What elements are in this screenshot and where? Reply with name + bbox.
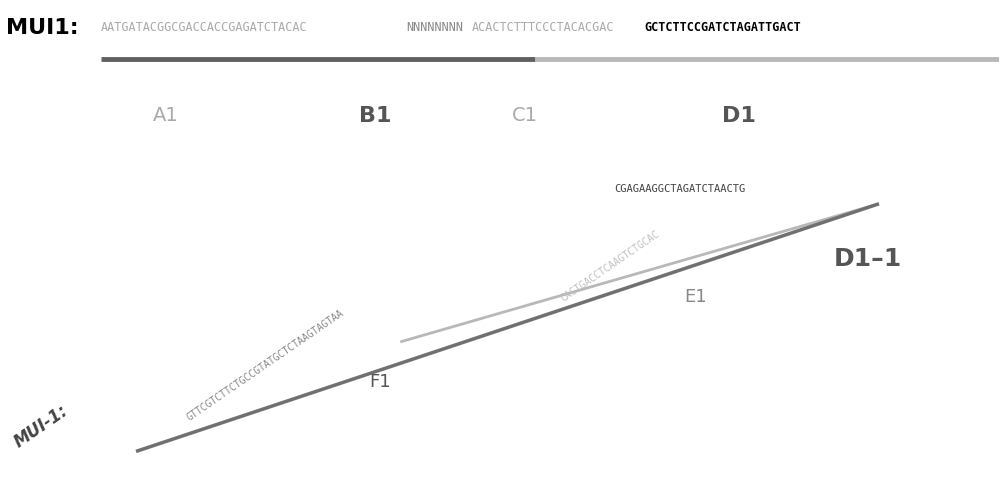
Text: MUI-1:: MUI-1: [11, 402, 72, 451]
Text: CGAGAAGGCTAGATCTAACTG: CGAGAAGGCTAGATCTAACTG [615, 184, 746, 194]
Text: GCTCTTCCGATCTAGATTGACT: GCTCTTCCGATCTAGATTGACT [645, 21, 801, 34]
Text: E1: E1 [684, 288, 707, 306]
Text: NNNNNNNN: NNNNNNNN [406, 21, 463, 34]
Text: C1: C1 [512, 106, 538, 125]
Text: GTTCGTCTTCTGCCGTATGCTCTAAGTAGTAA: GTTCGTCTTCTGCCGTATGCTCTAAGTAGTAA [185, 308, 346, 423]
Text: ACACTCTTTCCCTACACGAC: ACACTCTTTCCCTACACGAC [472, 21, 615, 34]
Text: F1: F1 [370, 373, 391, 391]
Text: B1: B1 [359, 106, 392, 125]
Text: AATGATACGGCGACCACCGAGATCTACAC: AATGATACGGCGACCACCGAGATCTACAC [101, 21, 308, 34]
Text: MUI1:: MUI1: [6, 18, 79, 37]
Text: A1: A1 [153, 106, 179, 125]
Text: CACTGACCTCAAGTCTGCAC: CACTGACCTCAAGTCTGCAC [559, 229, 662, 304]
Text: D1: D1 [722, 106, 756, 125]
Text: D1–1: D1–1 [834, 247, 902, 271]
